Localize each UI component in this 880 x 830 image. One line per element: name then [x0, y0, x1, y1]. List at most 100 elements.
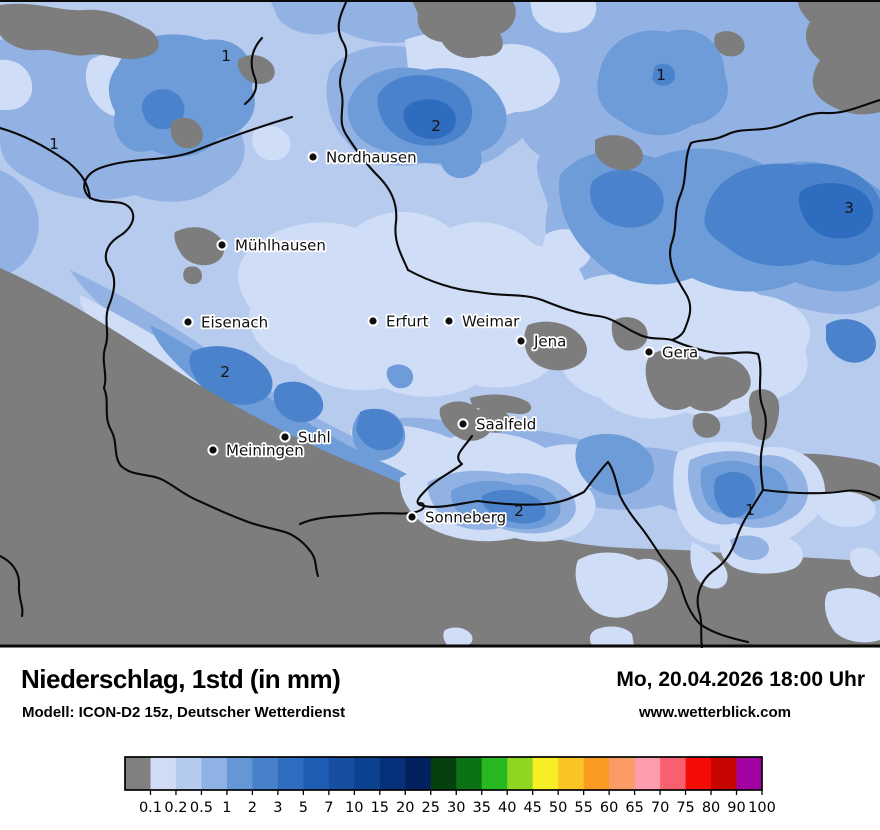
- south-rain-cells: [399, 441, 880, 646]
- legend-tick-label: 30: [447, 800, 465, 816]
- page-title: Niederschlag, 1std (in mm): [21, 664, 341, 694]
- legend-tick-label: 2: [248, 800, 257, 816]
- legend-tick-label: 65: [625, 800, 643, 816]
- legend-segment: [175, 757, 202, 790]
- legend-canvas: 0.1 0.2 0.5 1 2 3 5 7 10 15 20 25 30 35 40 45 50 55 60 65 70…: [124, 756, 776, 816]
- website-credit: www.wetterblick.com: [639, 704, 791, 721]
- legend-segment: [583, 757, 610, 790]
- map-frame-bottom: [0, 644, 880, 647]
- legend-segment: [685, 757, 712, 790]
- precip-max-value: 2: [514, 502, 524, 520]
- precip-max-value: 1: [745, 501, 755, 519]
- legend-segment: [125, 757, 151, 790]
- legend-tick-label: 80: [702, 800, 720, 816]
- legend-tick-label: 3: [273, 800, 282, 816]
- legend-segment: [226, 757, 253, 790]
- legend-segment: [252, 757, 279, 790]
- legend-segment: [379, 757, 406, 790]
- city-dot: [216, 239, 228, 251]
- legend-segment: [456, 757, 483, 790]
- city-dot: [367, 315, 379, 327]
- precip-layer-darkest: [403, 99, 874, 239]
- city-dot: [515, 335, 527, 347]
- legend-segment: [634, 757, 661, 790]
- model-info: Modell: ICON-D2 15z, Deutscher Wetterdie…: [22, 704, 346, 721]
- state-borders: [0, 0, 880, 648]
- legend-segment: [660, 757, 687, 790]
- city-dot: [406, 511, 418, 523]
- legend-colorbar: [125, 757, 763, 790]
- legend-segment: [328, 757, 355, 790]
- legend-tick-label: 5: [299, 800, 308, 816]
- city-markers: Nordhausen Mühlhausen Eisenach Erfurt Weimar…: [182, 147, 700, 528]
- legend: 0.1 0.2 0.5 1 2 3 5 7 10 15 20 25 30 35 40 45 50 55 60 65 70…: [0, 745, 880, 825]
- city-dot: [207, 444, 219, 456]
- legend-segment: [277, 757, 304, 790]
- precip-max-value: 1: [656, 66, 666, 84]
- legend-segment: [711, 757, 738, 790]
- legend-segment: [609, 757, 636, 790]
- legend-tick-label: 20: [396, 800, 414, 816]
- forecast-datetime: Mo, 20.04.2026 18:00 Uhr: [616, 668, 865, 691]
- city-dot: [307, 151, 319, 163]
- legend-tick-label: 0.2: [164, 800, 187, 816]
- legend-tick-label: 70: [651, 800, 669, 816]
- city-label: Suhl: [298, 429, 331, 447]
- legend-segment: [354, 757, 381, 790]
- precipitation-map: 1 2 1 3 1 2 2 1 Nordhausen Mühlhausen Eisenach Erf…: [0, 0, 880, 648]
- city-label: Meiningen: [226, 442, 304, 460]
- precip-max-value: 3: [844, 199, 854, 217]
- city-label: Eisenach: [201, 314, 268, 332]
- map-canvas: 1 2 1 3 1 2 2 1 Nordhausen Mühlhausen Eisenach Erf…: [0, 0, 880, 648]
- legend-tick-label: 0.1: [139, 800, 162, 816]
- map-frame-top: [0, 0, 880, 2]
- legend-tick-label: 45: [523, 800, 541, 816]
- legend-segment: [532, 757, 559, 790]
- legend-segment: [150, 757, 177, 790]
- city-dot: [279, 431, 291, 443]
- legend-segment: [558, 757, 585, 790]
- city-label: Erfurt: [386, 313, 429, 331]
- city-dot: [457, 418, 469, 430]
- city-dot: [182, 316, 194, 328]
- legend-tick-label: 40: [498, 800, 516, 816]
- city-label: Weimar: [462, 313, 520, 331]
- legend-tick-label: 35: [472, 800, 490, 816]
- legend-tick-label: 0.5: [190, 800, 213, 816]
- legend-tick-label: 55: [574, 800, 592, 816]
- precip-max-value: 1: [221, 47, 231, 65]
- city-label: Gera: [662, 344, 698, 362]
- precip-max-value: 2: [431, 117, 441, 135]
- legend-tick-label: 7: [324, 800, 333, 816]
- city-label: Sonneberg: [425, 509, 506, 527]
- legend-tick-label: 50: [549, 800, 567, 816]
- legend-segment: [736, 757, 763, 790]
- legend-tick-label: 90: [727, 800, 745, 816]
- legend-tick-label: 75: [676, 800, 694, 816]
- dry-areas: [0, 0, 880, 648]
- legend-segment: [481, 757, 508, 790]
- legend-tick-label: 10: [345, 800, 363, 816]
- city-label: Mühlhausen: [235, 237, 326, 255]
- city-dot: [443, 315, 455, 327]
- precip-max-labels: 1 2 1 3 1 2 2 1: [49, 47, 854, 520]
- legend-colorbar-frame: [124, 756, 763, 791]
- legend-segment: [430, 757, 457, 790]
- legend-value-labels: 0.1 0.2 0.5 1 2 3 5 7 10 15 20 25 30 35 40 45 50 55 60 65 70…: [139, 800, 776, 816]
- precip-max-value: 2: [220, 363, 230, 381]
- city-label: Nordhausen: [326, 149, 417, 167]
- precip-max-value: 1: [49, 135, 59, 153]
- legend-segment: [201, 757, 228, 790]
- legend-tick-label: 60: [600, 800, 618, 816]
- legend-tick-label: 1: [222, 800, 231, 816]
- city-label: Saalfeld: [476, 416, 536, 434]
- legend-segment: [405, 757, 432, 790]
- map-footer-header: Niederschlag, 1std (in mm) Modell: ICON-…: [0, 648, 880, 745]
- legend-ticks: [149, 790, 763, 795]
- legend-tick-label: 25: [422, 800, 440, 816]
- legend-segment: [303, 757, 330, 790]
- city-dot: [643, 346, 655, 358]
- legend-tick-label: 15: [371, 800, 389, 816]
- legend-segment: [507, 757, 534, 790]
